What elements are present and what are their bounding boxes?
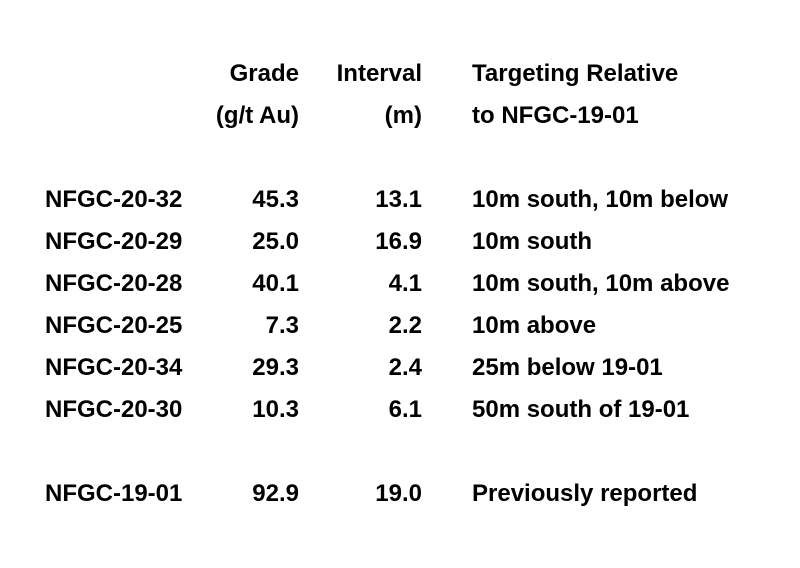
- table-row: NFGC-20-28 40.1 4.1 10m south, 10m above: [45, 263, 729, 305]
- targeting-cell: 10m south, 10m above: [472, 270, 730, 297]
- hole-id-cell: NFGC-20-34: [45, 354, 183, 381]
- interval-cell: 16.9: [375, 228, 422, 255]
- header-grade: Grade: [229, 60, 299, 87]
- targeting-cell: 10m above: [472, 312, 597, 339]
- interval-cell: 6.1: [388, 396, 422, 423]
- hole-id-cell: NFGC-20-29: [45, 228, 183, 255]
- grade-cell: 7.3: [265, 312, 299, 339]
- header-hole-id-blank: [45, 53, 212, 95]
- header-grade-units: (g/t Au): [215, 102, 299, 129]
- grade-cell: 92.9: [252, 480, 299, 507]
- table-row: NFGC-20-32 45.3 13.1 10m south, 10m belo…: [45, 179, 729, 221]
- header-body-gap: [45, 137, 729, 179]
- interval-cell: 2.2: [388, 312, 422, 339]
- table-header-line1: Grade Interval Targeting Relative: [45, 53, 729, 95]
- drill-results-table: Grade Interval Targeting Relative (g/t A…: [45, 53, 729, 515]
- interval-cell: 2.4: [388, 354, 422, 381]
- hole-id-cell: NFGC-20-32: [45, 186, 183, 213]
- body-reference-gap: [45, 431, 729, 473]
- header-interval-units: (m): [384, 102, 422, 129]
- targeting-cell: 50m south of 19-01: [472, 396, 690, 423]
- hole-id-cell: NFGC-19-01: [45, 480, 183, 507]
- interval-cell: 4.1: [388, 270, 422, 297]
- grade-cell: 10.3: [252, 396, 299, 423]
- grade-cell: 40.1: [252, 270, 299, 297]
- table-row: NFGC-20-34 29.3 2.4 25m below 19-01: [45, 347, 729, 389]
- table-row: NFGC-20-29 25.0 16.9 10m south: [45, 221, 729, 263]
- interval-cell: 13.1: [375, 186, 422, 213]
- targeting-cell: 10m south, 10m below: [472, 186, 729, 213]
- table-row: NFGC-20-30 10.3 6.1 50m south of 19-01: [45, 389, 729, 431]
- table-header-line2: (g/t Au) (m) to NFGC-19-01: [45, 95, 729, 137]
- hole-id-cell: NFGC-20-30: [45, 396, 183, 423]
- header-targeting-reference: to NFGC-19-01: [472, 102, 639, 129]
- table-row-reference: NFGC-19-01 92.9 19.0 Previously reported: [45, 473, 729, 515]
- grade-cell: 29.3: [252, 354, 299, 381]
- grade-cell: 45.3: [252, 186, 299, 213]
- interval-cell: 19.0: [375, 480, 422, 507]
- header-hole-id-blank: [45, 95, 212, 137]
- hole-id-cell: NFGC-20-28: [45, 270, 183, 297]
- grade-cell: 25.0: [252, 228, 299, 255]
- targeting-cell: Previously reported: [472, 480, 698, 507]
- header-interval: Interval: [336, 60, 422, 87]
- header-targeting: Targeting Relative: [472, 60, 679, 87]
- table-row: NFGC-20-25 7.3 2.2 10m above: [45, 305, 729, 347]
- hole-id-cell: NFGC-20-25: [45, 312, 183, 339]
- targeting-cell: 25m below 19-01: [472, 354, 663, 381]
- targeting-cell: 10m south: [472, 228, 593, 255]
